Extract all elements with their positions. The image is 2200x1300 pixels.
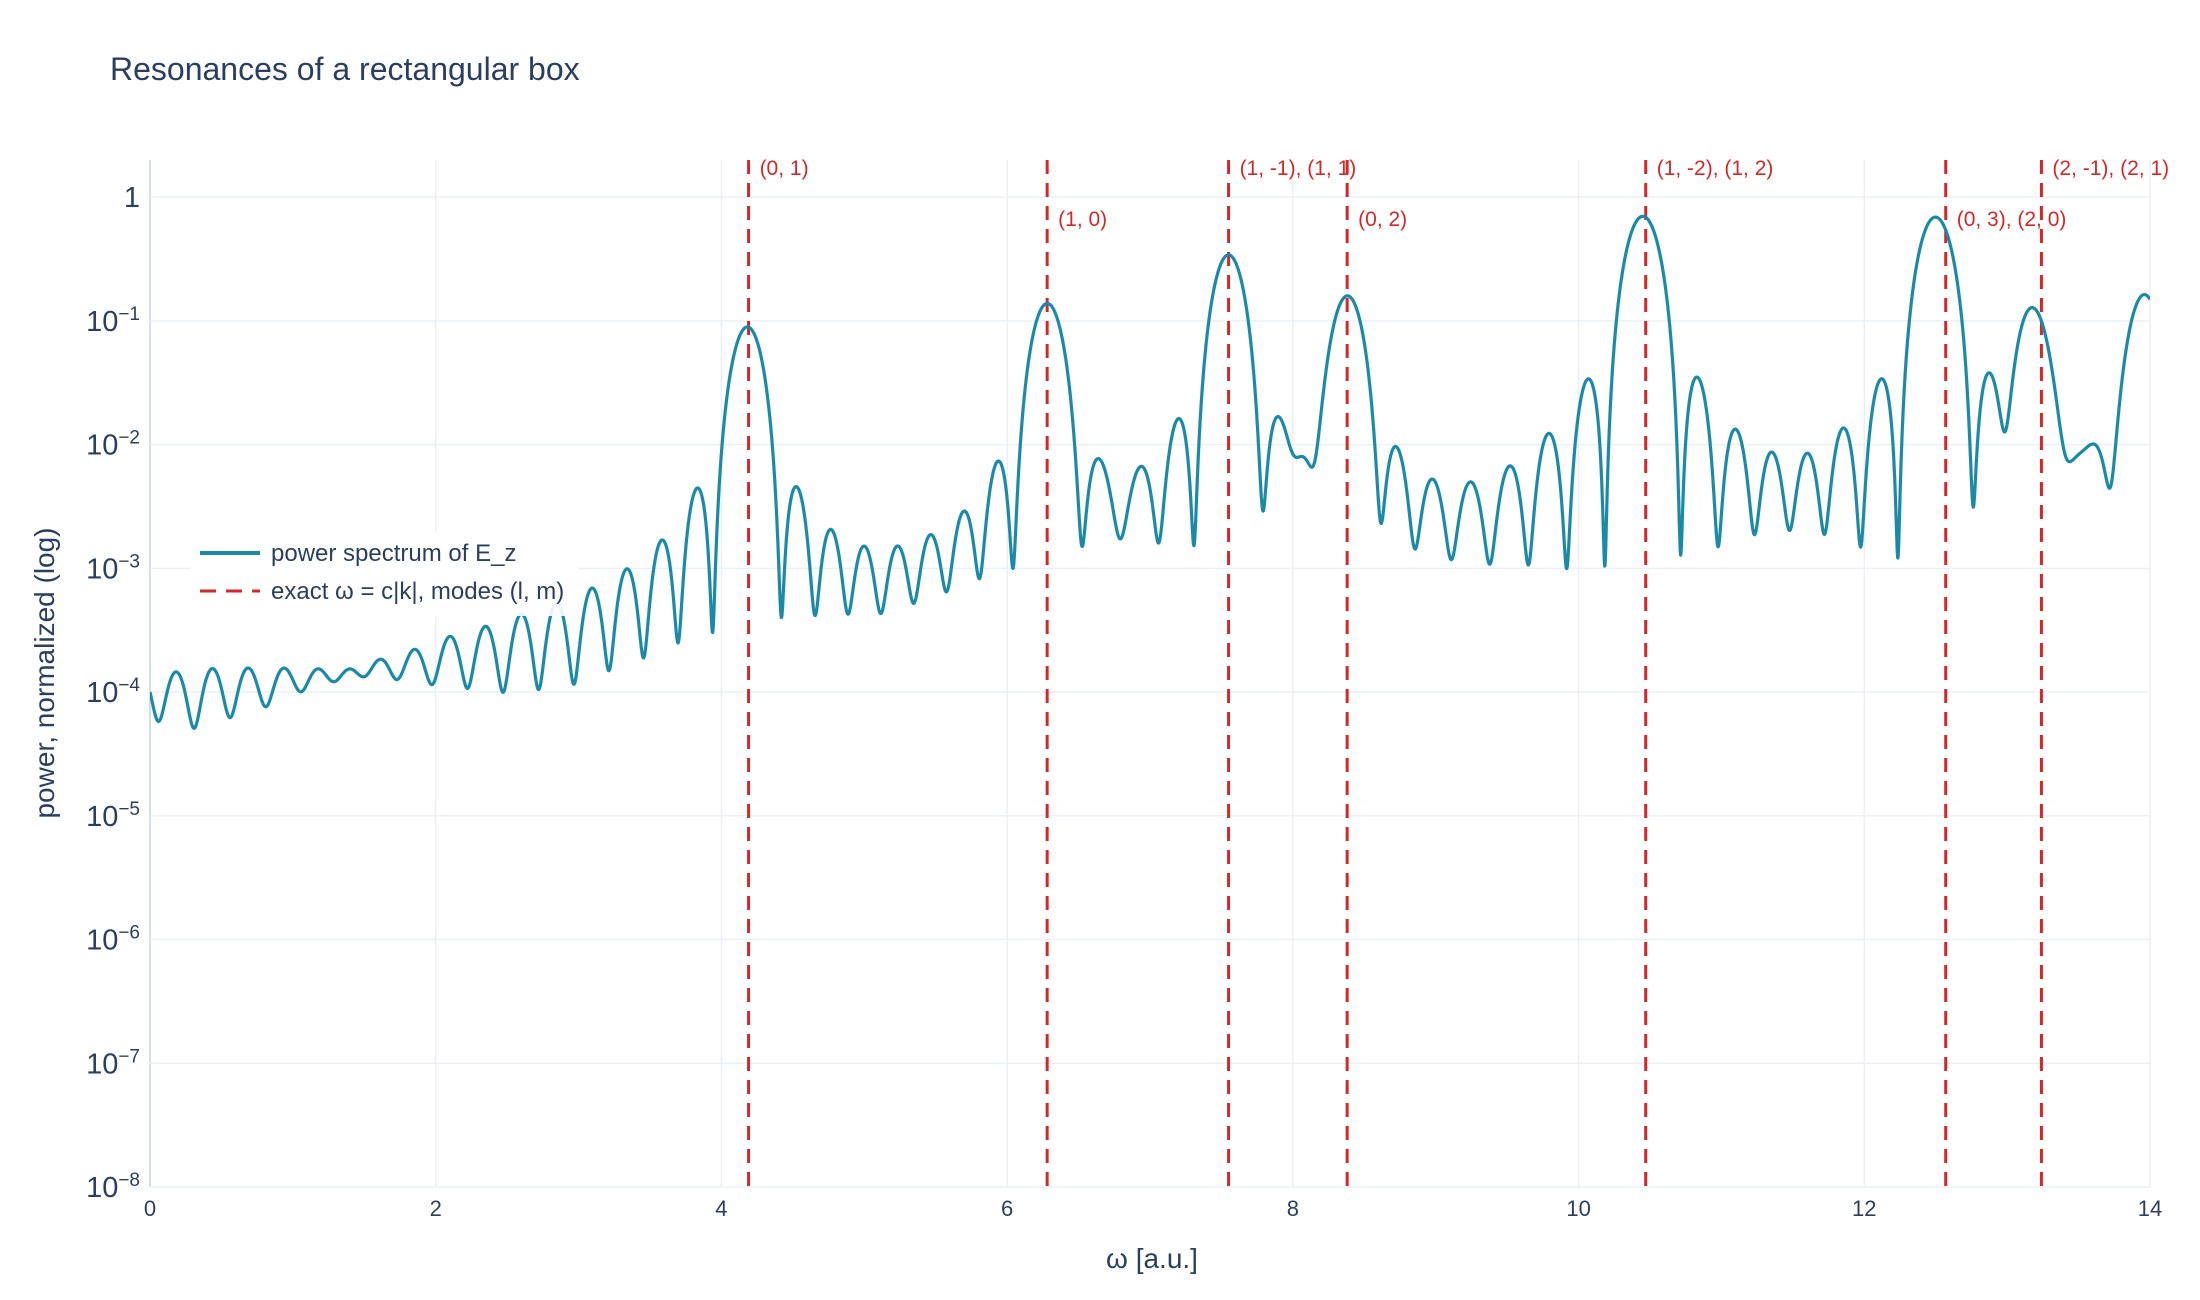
y-tick-label: 10−7 xyxy=(86,1046,140,1080)
power-spectrum-line xyxy=(150,214,2150,730)
y-tick-labels: 1 10−1 10−2 10−3 10−4 10−5 10−6 10−7 10−8 xyxy=(86,182,140,1204)
y-tick-label: 10−2 xyxy=(86,428,140,462)
y-tick-label: 10−5 xyxy=(86,799,140,833)
legend[interactable]: power spectrum of E_z exact ω = c|k|, mo… xyxy=(190,532,578,616)
mode-lines xyxy=(747,160,2043,1187)
x-axis-title: ω [a.u.] xyxy=(1106,1243,1198,1274)
legend-background xyxy=(190,532,578,616)
y-tick-label: 10−1 xyxy=(86,304,140,338)
y-tick-label: 10−3 xyxy=(86,551,140,585)
mode-label: (1, -2), (1, 2) xyxy=(1657,157,1774,180)
y-tick-label: 10−6 xyxy=(86,923,140,957)
mode-label: (0, 2) xyxy=(1358,208,1407,231)
mode-label: (2, -1), (2, 1) xyxy=(2052,157,2169,180)
legend-label-spectrum: power spectrum of E_z xyxy=(271,540,516,567)
chart-title: Resonances of a rectangular box xyxy=(110,51,580,87)
x-tick-label: 0 xyxy=(144,1196,156,1221)
x-tick-label: 4 xyxy=(715,1196,727,1221)
y-tick-label: 10−4 xyxy=(86,675,140,709)
mode-label: (1, 0) xyxy=(1058,208,1107,231)
y-tick-label: 10−8 xyxy=(86,1170,140,1204)
x-tick-label: 6 xyxy=(1001,1196,1013,1221)
y-tick-label: 1 xyxy=(124,182,140,214)
x-tick-label: 14 xyxy=(2138,1196,2162,1221)
x-tick-labels: 0 2 4 6 8 10 12 14 xyxy=(144,1196,2162,1221)
legend-label-modes: exact ω = c|k|, modes (l, m) xyxy=(271,578,564,605)
x-tick-label: 2 xyxy=(430,1196,442,1221)
mode-label: (1, -1), (1, 1) xyxy=(1240,157,1357,180)
x-tick-label: 10 xyxy=(1566,1196,1590,1221)
x-tick-label: 8 xyxy=(1287,1196,1299,1221)
mode-label: (0, 3), (2, 0) xyxy=(1957,208,2067,231)
y-axis-title: power, normalized (log) xyxy=(29,527,60,818)
mode-annotations: (0, 1) (1, 0) (1, -1), (1, 1) (0, 2) (1, -2)… xyxy=(760,157,2170,231)
mode-label: (0, 1) xyxy=(760,157,809,180)
grid xyxy=(149,160,2151,1188)
x-tick-label: 12 xyxy=(1852,1196,1876,1221)
